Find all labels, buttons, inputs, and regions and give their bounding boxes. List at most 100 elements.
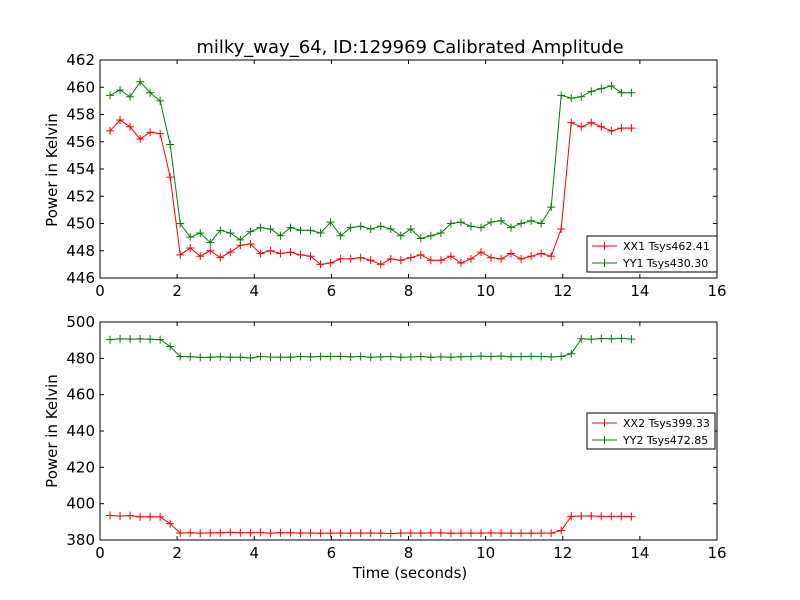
bottom-series-1-point <box>116 512 125 521</box>
top-series-2-point <box>246 227 255 236</box>
top-series-2-point <box>547 203 556 212</box>
bottom-series-2-point <box>607 334 616 343</box>
bottom-series-2-point <box>236 353 245 362</box>
bottom-series-2-point <box>386 352 395 361</box>
bottom-series-1-point <box>326 529 335 538</box>
bottom-y-tick-label: 440 <box>66 422 95 440</box>
top-series-1-point <box>406 253 415 262</box>
top-series-2-point <box>276 231 285 240</box>
bottom-series-2-point <box>416 352 425 361</box>
bottom-series-1-point <box>136 512 145 521</box>
top-series-1-point <box>416 250 425 259</box>
top-series-1-point <box>296 250 305 259</box>
bottom-series-2-point <box>497 352 506 361</box>
bottom-legend-box <box>586 412 716 450</box>
top-series-1-point <box>587 118 596 127</box>
bottom-series-1-point <box>476 529 485 538</box>
top-series-2-point <box>256 223 265 232</box>
top-series-1-point <box>146 128 155 137</box>
top-legend: XX1 Tsys462.41 YY1 Tsys430.30 <box>586 235 718 273</box>
top-series-1-point <box>436 256 445 265</box>
bottom-series-2-point <box>547 352 556 361</box>
top-series-2-point <box>597 84 606 93</box>
bottom-series-1-point <box>356 529 365 538</box>
bottom-x-tick-label: 16 <box>707 544 726 562</box>
bottom-series-1-point <box>266 529 275 538</box>
top-series-1-point <box>106 126 115 135</box>
top-series-1-point <box>426 256 435 265</box>
bottom-series-1-point <box>156 512 165 521</box>
top-series-1-point <box>466 254 475 263</box>
bottom-series-1-point <box>487 528 496 537</box>
bottom-series-2-point <box>136 334 145 343</box>
bottom-series-1-point <box>466 529 475 538</box>
bottom-series-2-point <box>186 352 195 361</box>
top-series-2-point <box>156 96 165 105</box>
top-series-1-point <box>286 248 295 257</box>
bottom-series-2-point <box>597 334 606 343</box>
bottom-series-2-point <box>436 352 445 361</box>
bottom-series-1-point <box>597 512 606 521</box>
bottom-series-1-point <box>366 529 375 538</box>
top-series-2-point <box>557 91 566 100</box>
top-series-2-point <box>216 226 225 235</box>
top-series-2-point <box>206 238 215 247</box>
bottom-series-1-point <box>537 529 546 538</box>
top-series-2-point <box>587 87 596 96</box>
top-y-tick-label: 446 <box>66 269 95 287</box>
top-legend-label: YY1 Tsys430.30 <box>622 257 708 270</box>
bottom-y-tick-label: 480 <box>66 349 95 367</box>
top-panel: 0 2 4 6 8 10 12 14 16 446 448 450 452 454 456 458 460 462… <box>66 51 726 300</box>
bottom-series-1-point <box>607 512 616 521</box>
bottom-series-1-point <box>186 528 195 537</box>
top-series-1-point <box>527 252 536 261</box>
bottom-series-1-point <box>416 529 425 538</box>
bottom-legend-label: YY2 Tsys472.85 <box>622 434 708 447</box>
top-series-1-point <box>126 122 135 131</box>
bottom-y-tick-label: 500 <box>66 313 95 331</box>
bottom-series-1-point <box>627 512 636 521</box>
bottom-series-2-point <box>276 353 285 362</box>
bottom-series-2-point <box>527 352 536 361</box>
top-series-1-point <box>196 252 205 261</box>
bottom-x-tick-label: 12 <box>553 544 572 562</box>
bottom-series-2-point <box>216 352 225 361</box>
bottom-series-2-point <box>567 349 576 358</box>
bottom-series-2-point <box>627 335 636 344</box>
bottom-series-1-point <box>547 529 556 538</box>
bottom-series-1-point <box>336 529 345 538</box>
top-series-2-point <box>426 231 435 240</box>
top-series-1-point <box>256 249 265 258</box>
bottom-series-2-point <box>517 352 526 361</box>
top-series-1-point <box>266 246 275 255</box>
bottom-series-2-point <box>336 352 345 361</box>
bottom-series-1-point <box>426 528 435 537</box>
top-series-2-point <box>336 231 345 240</box>
bottom-series-1-point <box>557 526 566 535</box>
bottom-series-1-point <box>376 529 385 538</box>
top-series-2-point <box>617 88 626 97</box>
top-series-2-point <box>376 222 385 231</box>
top-y-tick-label: 448 <box>66 242 95 260</box>
bottom-series-1-point <box>126 511 135 520</box>
bottom-series-1-point <box>617 512 626 521</box>
bottom-series-2-point <box>206 353 215 362</box>
bottom-series-2-point <box>146 335 155 344</box>
bottom-series-2-point <box>256 352 265 361</box>
bottom-series-2-point <box>226 353 235 362</box>
bottom-series-2-point <box>306 352 315 361</box>
top-series-1-point <box>487 253 496 262</box>
top-series-2-point <box>196 229 205 238</box>
bottom-series-2-point <box>376 352 385 361</box>
top-series-2-point <box>567 94 576 103</box>
top-series-1-point <box>376 260 385 269</box>
top-x-tick-label: 10 <box>476 282 495 300</box>
bottom-series-1-point <box>507 529 516 538</box>
bottom-series-1-point <box>286 528 295 537</box>
bottom-series-2-point <box>156 335 165 344</box>
bottom-series-2-point <box>196 353 205 362</box>
top-legend-marker <box>600 259 609 267</box>
bottom-legend-marker <box>600 436 609 444</box>
top-series-2-point <box>607 81 616 90</box>
